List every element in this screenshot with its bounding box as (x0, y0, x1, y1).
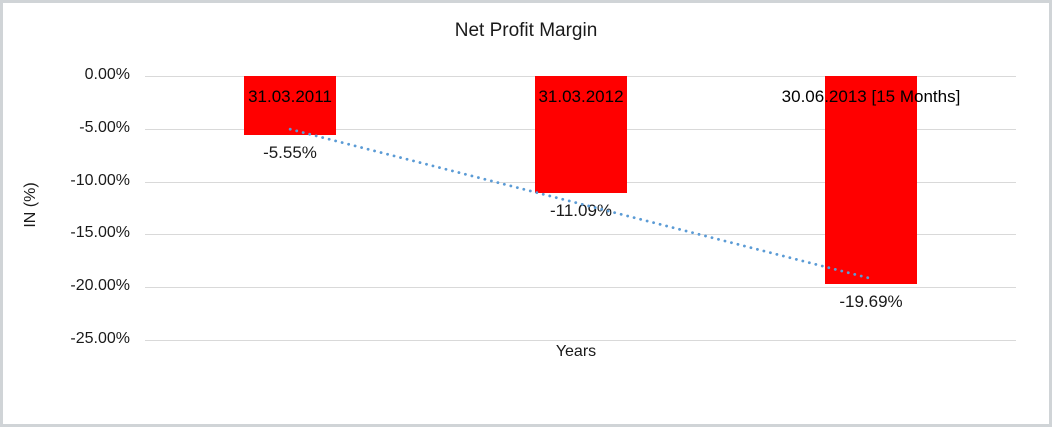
y-tick-label: -15.00% (70, 224, 130, 241)
bar-value-label: -11.09% (549, 201, 613, 220)
y-tick-label: -10.00% (70, 172, 130, 189)
gridline (145, 287, 1016, 288)
y-tick-label: -25.00% (70, 330, 130, 347)
bar-value-label: -5.55% (263, 143, 317, 162)
y-tick-label: 0.00% (84, 66, 130, 83)
chart-title: Net Profit Margin (454, 20, 598, 41)
bar-category-label: 31.03.2011 (248, 87, 332, 106)
plot-area: 0.00% -5.00% -10.00% -15.00% -20.00% -25.00% 3… (3, 3, 1049, 424)
gridline (145, 340, 1016, 341)
bar (244, 76, 336, 135)
x-axis-title: Years (555, 343, 597, 360)
y-tick-label: -5.00% (79, 119, 130, 136)
bar-category-label: 31.03.2012 (538, 87, 624, 106)
bar (825, 76, 917, 284)
bar-category-label: 30.06.2013 [15 Months] (781, 87, 961, 106)
bar-value-label: -19.69% (839, 292, 903, 311)
y-tick-label: -20.00% (70, 277, 130, 294)
